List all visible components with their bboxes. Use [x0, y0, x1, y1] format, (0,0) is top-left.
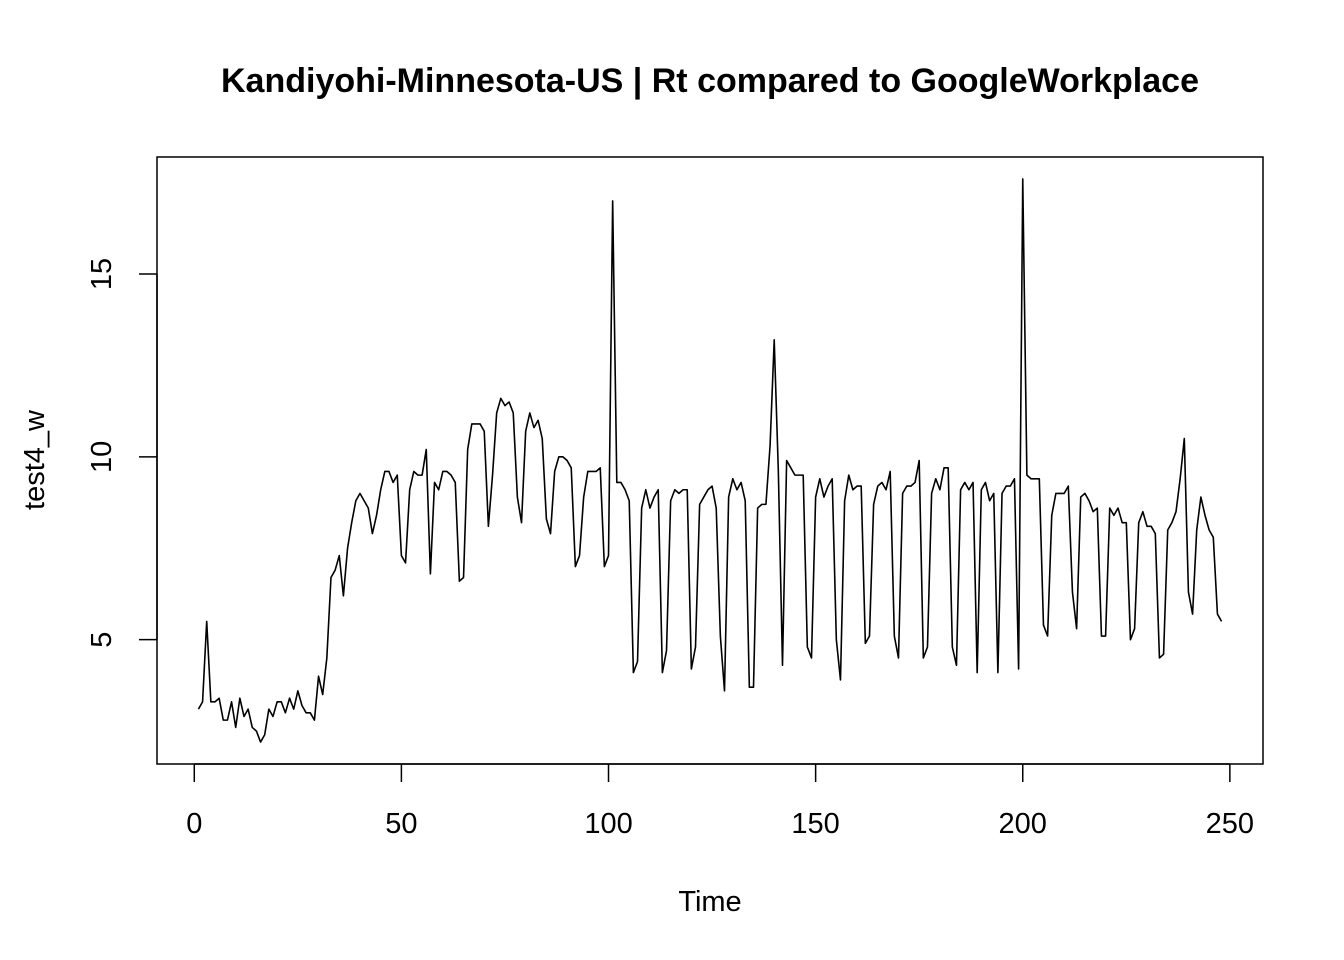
y-tick-label: 10 [86, 441, 118, 473]
plot-area-frame [156, 156, 1264, 765]
y-axis-title: test4_w [19, 409, 51, 510]
x-axis: 0 50 100 150 200 250 [186, 763, 1254, 840]
y-axis: 5 10 15 [86, 258, 158, 648]
x-tick-label: 150 [791, 808, 839, 840]
x-tick-label: 50 [385, 808, 417, 840]
x-tick-label: 250 [1206, 808, 1254, 840]
x-tick-label: 100 [584, 808, 632, 840]
x-axis-title: Time [678, 886, 741, 918]
y-tick-label: 15 [86, 258, 118, 290]
x-tick-label: 0 [186, 808, 202, 840]
x-tick-label: 200 [999, 808, 1047, 840]
chart-title: Kandiyohi-Minnesota-US | Rt compared to … [221, 62, 1199, 100]
series-line [197, 178, 1223, 743]
y-tick-label: 5 [86, 632, 118, 648]
